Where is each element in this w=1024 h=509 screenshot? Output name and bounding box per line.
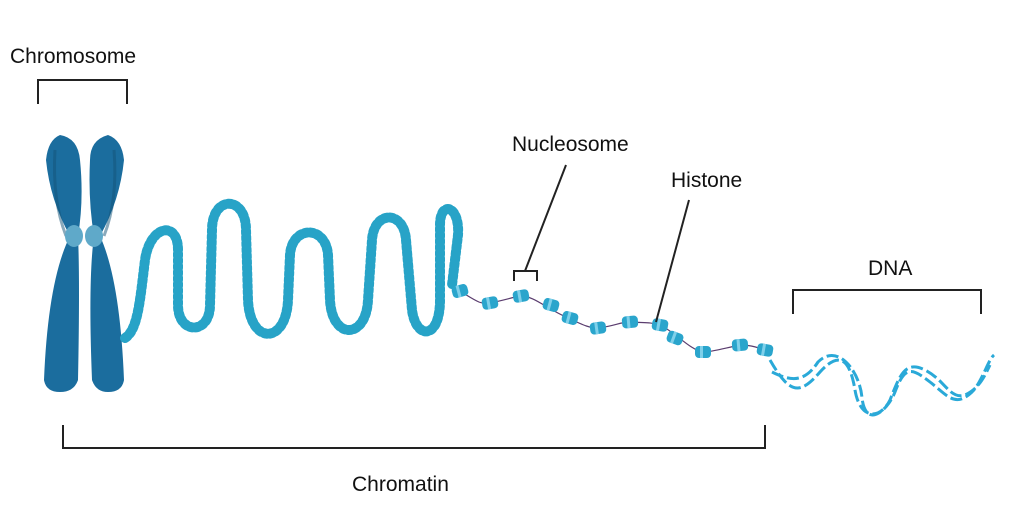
nucleosome-bracket bbox=[513, 164, 567, 281]
histone-spool-icon bbox=[666, 330, 684, 346]
chromatin-label: Chromatin bbox=[352, 473, 449, 496]
chromosome-icon bbox=[44, 135, 124, 392]
histone-spool-icon bbox=[621, 315, 639, 329]
dna-bracket bbox=[792, 289, 982, 314]
nucleosome-label: Nucleosome bbox=[512, 133, 629, 156]
histone-spool-icon bbox=[481, 296, 499, 310]
chromosome-label: Chromosome bbox=[10, 45, 137, 68]
histone-spool-icon bbox=[651, 318, 669, 332]
histone-spool-icon bbox=[451, 284, 469, 298]
dna-double-helix bbox=[768, 353, 996, 417]
histone-pointer-line bbox=[655, 199, 690, 323]
histone-label: Histone bbox=[671, 169, 743, 192]
dna-label: DNA bbox=[868, 257, 913, 280]
histone-spool-icon bbox=[589, 321, 607, 335]
chromatin-bracket bbox=[62, 425, 766, 449]
chromatin-fiber bbox=[120, 198, 464, 343]
histone-spool-icon bbox=[542, 298, 560, 312]
nucleosome-beads bbox=[451, 284, 774, 358]
chromosome-bracket bbox=[37, 79, 128, 104]
histone-spool-icon bbox=[695, 346, 711, 358]
histone-spool-icon bbox=[756, 343, 774, 357]
histone-spool-icon bbox=[512, 289, 530, 303]
histone-spool-icon bbox=[731, 338, 749, 352]
histone-spool-icon bbox=[561, 311, 579, 325]
linker-dna bbox=[457, 289, 769, 353]
